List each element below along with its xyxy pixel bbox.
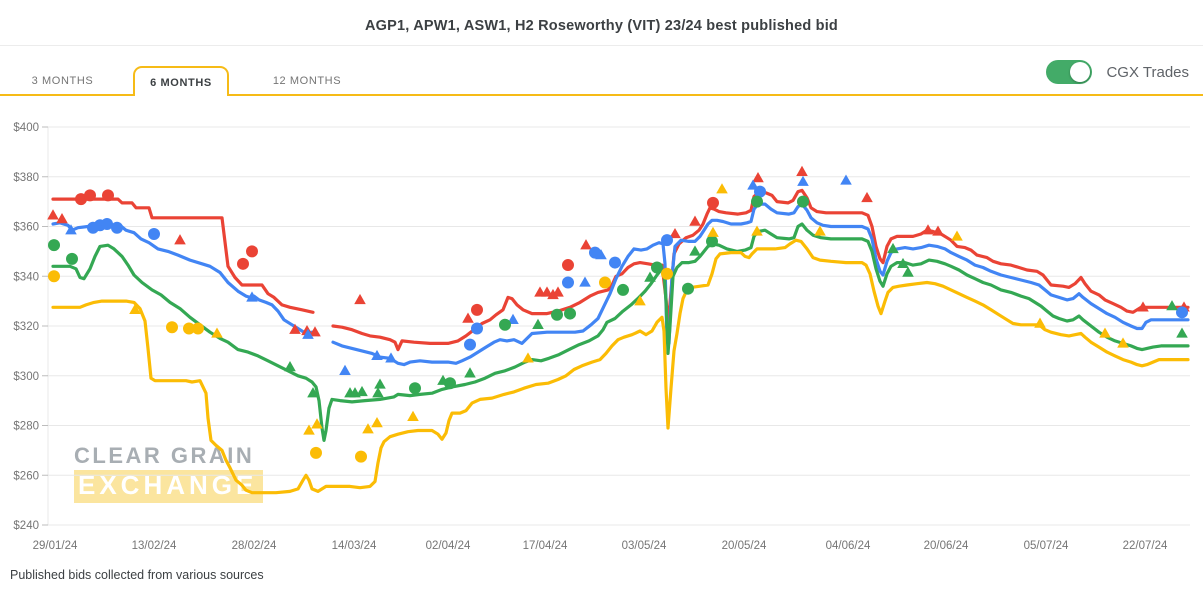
x-axis-label: 17/04/24: [523, 540, 568, 552]
x-axis-label: 28/02/24: [232, 540, 277, 552]
markers-red-triangles: [47, 165, 1190, 337]
y-axis-label: $300: [13, 371, 39, 383]
y-axis-label: $260: [13, 470, 39, 482]
markers-blue-triangles: [65, 174, 852, 375]
cgx-trades-toggle-row: CGX Trades: [1046, 59, 1189, 85]
x-axis-label: 22/07/24: [1123, 540, 1168, 552]
tab-bar-underline: [0, 94, 1203, 96]
y-axis-label: $400: [13, 122, 39, 134]
markers-yellow-triangles: [129, 183, 1129, 435]
series-blue-line: [51, 202, 1190, 367]
x-axis-label: 20/06/24: [924, 540, 969, 552]
series-red-line: [51, 188, 1190, 352]
x-axis-label: 20/05/24: [722, 540, 767, 552]
toggle-knob: [1070, 62, 1091, 82]
tab-6-months[interactable]: 6 MONTHS: [133, 66, 229, 96]
cgx-trades-toggle[interactable]: [1046, 60, 1093, 84]
y-axis-label: $380: [13, 172, 39, 184]
x-axis-label: 13/02/24: [132, 540, 177, 552]
markers-yellow-circles: [48, 267, 673, 463]
tab-3-months[interactable]: 3 MONTHS: [31, 75, 94, 87]
header-divider: [0, 45, 1203, 46]
x-axis-label: 05/07/24: [1024, 540, 1069, 552]
markers-red-circles: [75, 189, 719, 316]
y-axis-label: $360: [13, 222, 39, 234]
x-axis-label: 14/03/24: [332, 540, 377, 552]
x-axis-label: 04/06/24: [826, 540, 871, 552]
y-axis-label: $320: [13, 321, 39, 333]
y-axis-label: $240: [13, 520, 39, 532]
markers-green-circles: [48, 195, 809, 395]
x-axis-label: 29/01/24: [33, 540, 78, 552]
markers-blue-circles: [87, 185, 1188, 351]
x-axis-labels: 29/01/24 13/02/24 28/02/24 14/03/24 02/04/24…: [33, 540, 1168, 552]
y-axis-label: $280: [13, 421, 39, 433]
y-axis-label: $340: [13, 271, 39, 283]
tab-12-months[interactable]: 12 MONTHS: [272, 75, 342, 87]
footer-note: Published bids collected from various so…: [10, 568, 264, 582]
x-axis-label: 03/05/24: [622, 540, 667, 552]
series-green-line: [51, 222, 1190, 442]
page-title: AGP1, APW1, ASW1, H2 Roseworthy (VIT) 23…: [365, 18, 838, 34]
x-axis-label: 02/04/24: [426, 540, 471, 552]
watermark-line1: CLEAR GRAIN: [74, 443, 255, 468]
cgx-trades-label: CGX Trades: [1106, 63, 1189, 81]
markers-green-triangles: [284, 242, 1188, 398]
clear-grain-exchange-watermark: CLEAR GRAIN EXCHANGE: [74, 443, 264, 503]
watermark-line2: EXCHANGE: [74, 470, 264, 503]
